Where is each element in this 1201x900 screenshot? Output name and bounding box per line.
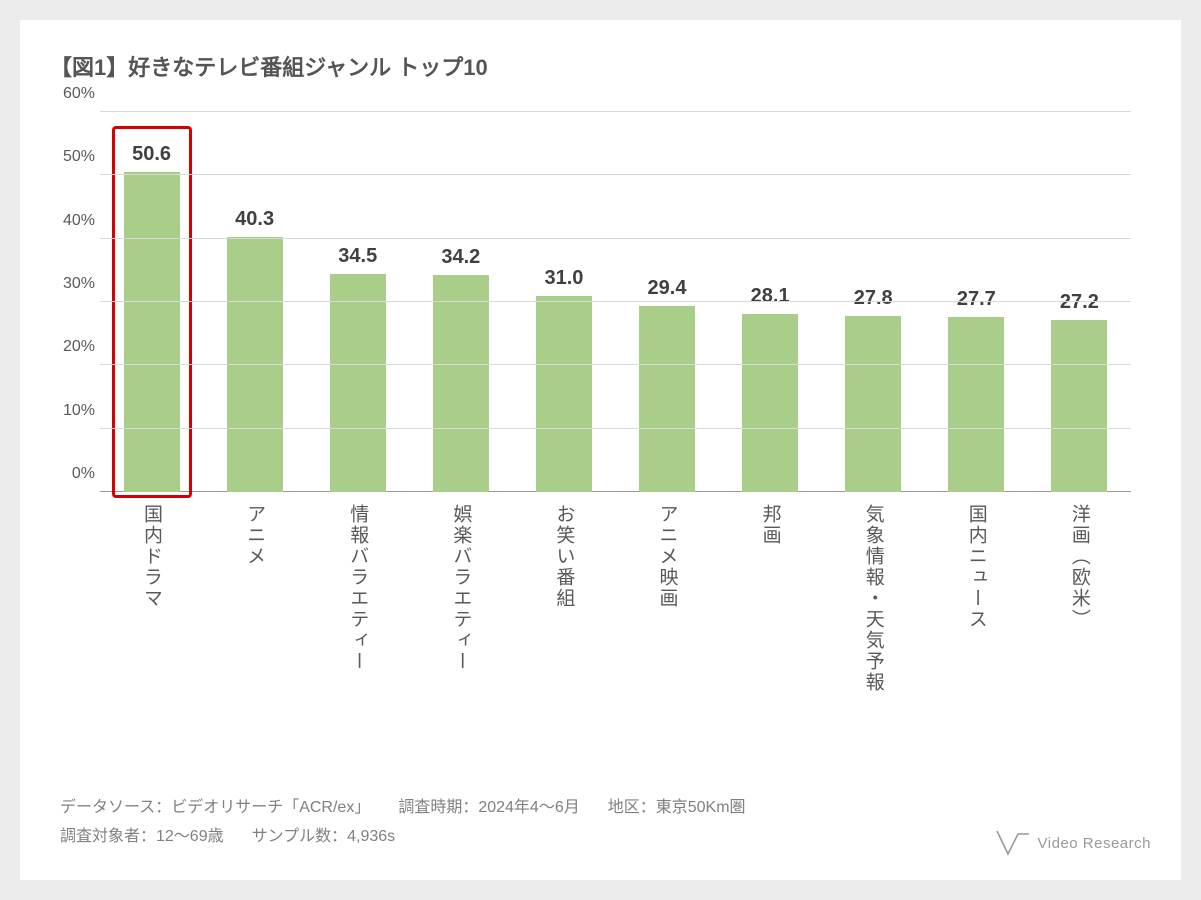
gridline: [100, 301, 1131, 302]
bar: [639, 306, 695, 492]
x-label: 娯楽バラエティー: [409, 504, 512, 693]
brand-logo: Video Research: [996, 830, 1151, 856]
bar-value-label: 31.0: [544, 267, 583, 290]
bar: [433, 275, 489, 492]
y-tick-label: 0%: [45, 465, 95, 483]
x-label-text: 気象情報・天気予報: [860, 504, 887, 693]
x-label: 気象情報・天気予報: [822, 504, 925, 693]
bar-value-label: 28.1: [751, 285, 790, 308]
bar-column: 34.2: [409, 112, 512, 492]
bar: [1051, 320, 1107, 492]
bar-column: 28.1: [719, 112, 822, 492]
logo-icon: [996, 830, 1030, 856]
y-tick-label: 10%: [45, 402, 95, 420]
y-tick-label: 20%: [45, 338, 95, 356]
footer-item: 調査時期：2024年4～6月: [398, 794, 579, 823]
bar-column: 50.6: [100, 112, 203, 492]
bar-value-label: 27.7: [957, 288, 996, 311]
x-label-text: 娯楽バラエティー: [447, 504, 474, 693]
gridline: [100, 364, 1131, 365]
footer-item: 地区：東京50Km圏: [608, 794, 746, 823]
y-tick-label: 30%: [45, 275, 95, 293]
bar-column: 29.4: [615, 112, 718, 492]
x-label: 国内ドラマ: [100, 504, 203, 693]
x-label-text: 国内ドラマ: [138, 504, 165, 693]
footer-meta: データソース：ビデオリサーチ「ACR/ex」調査時期：2024年4～6月地区：東…: [60, 794, 746, 852]
x-label-text: 国内ニュース: [963, 504, 990, 693]
bar: [536, 296, 592, 492]
footer-line1: データソース：ビデオリサーチ「ACR/ex」調査時期：2024年4～6月地区：東…: [60, 794, 746, 823]
logo-text: Video Research: [1038, 835, 1151, 852]
x-label-text: 情報バラエティー: [344, 504, 371, 693]
plot-area: 50.6 40.3 34.5 34.2 31.0 29.4 28.1 27.8 27.7 27.2…: [100, 112, 1131, 492]
x-label: 邦画: [719, 504, 822, 693]
y-tick-label: 50%: [45, 148, 95, 166]
bar-value-label: 34.2: [441, 246, 480, 269]
bar-value-label: 27.2: [1060, 291, 1099, 314]
x-label: お笑い番組: [512, 504, 615, 693]
bar: [948, 317, 1004, 492]
bar-column: 27.7: [925, 112, 1028, 492]
x-label: 情報バラエティー: [306, 504, 409, 693]
bar-value-label: 50.6: [132, 143, 171, 166]
x-label: 国内ニュース: [925, 504, 1028, 693]
gridline: [100, 174, 1131, 175]
x-label-text: お笑い番組: [550, 504, 577, 693]
bar-value-label: 34.5: [338, 245, 377, 268]
bar-value-label: 29.4: [648, 277, 687, 300]
bar-column: 27.2: [1028, 112, 1131, 492]
chart-area: 50.6 40.3 34.5 34.2 31.0 29.4 28.1 27.8 27.7 27.2…: [100, 112, 1131, 693]
chart-card: 【図1】好きなテレビ番組ジャンル トップ10 50.6 40.3 34.5 34.2 3…: [20, 20, 1181, 880]
x-label: 洋画（欧米）: [1028, 504, 1131, 693]
bar: [742, 314, 798, 492]
x-labels: 国内ドラマ アニメ 情報バラエティー 娯楽バラエティー お笑い番組 アニメ映画 邦画 気象情報…: [100, 504, 1131, 693]
x-label-text: 邦画: [757, 504, 784, 693]
x-label: アニメ映画: [615, 504, 718, 693]
x-label-text: アニメ映画: [654, 504, 681, 693]
gridline: [100, 238, 1131, 239]
bar-column: 31.0: [512, 112, 615, 492]
bars-container: 50.6 40.3 34.5 34.2 31.0 29.4 28.1 27.8 27.7 27.2: [100, 112, 1131, 492]
y-tick-label: 40%: [45, 212, 95, 230]
chart-title: 【図1】好きなテレビ番組ジャンル トップ10: [50, 50, 1151, 82]
footer-item: データソース：ビデオリサーチ「ACR/ex」: [60, 794, 370, 823]
x-label: アニメ: [203, 504, 306, 693]
bar-column: 27.8: [822, 112, 925, 492]
bar: [124, 172, 180, 492]
footer-item: 調査対象者：12～69歳: [60, 823, 224, 852]
gridline: [100, 428, 1131, 429]
bar-value-label: 27.8: [854, 287, 893, 310]
bar-column: 34.5: [306, 112, 409, 492]
bar: [330, 274, 386, 493]
x-label-text: 洋画（欧米）: [1066, 504, 1093, 693]
gridline: [100, 111, 1131, 112]
y-tick-label: 60%: [45, 85, 95, 103]
x-label-text: アニメ: [241, 504, 268, 693]
footer-line2: 調査対象者：12～69歳サンプル数：4,936s: [60, 823, 746, 852]
footer-item: サンプル数：4,936s: [252, 823, 396, 852]
bar-column: 40.3: [203, 112, 306, 492]
bar: [845, 316, 901, 492]
bar-value-label: 40.3: [235, 208, 274, 231]
